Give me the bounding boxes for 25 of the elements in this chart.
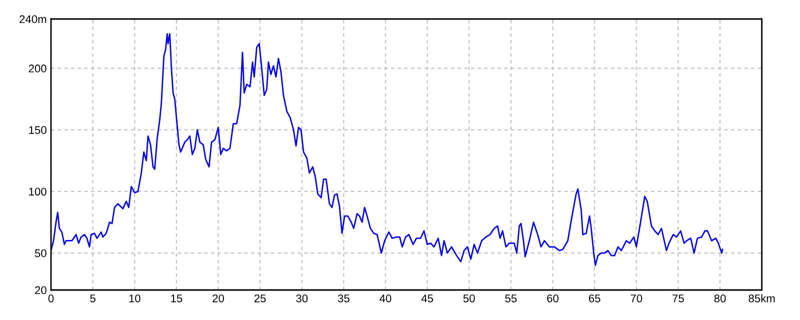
x-tick-label: 25 — [254, 294, 266, 302]
x-tick-label: 80 — [714, 294, 726, 302]
x-tick-label: 65 — [588, 294, 600, 302]
x-tick-label: 75 — [672, 294, 684, 302]
x-tick-label: 30 — [296, 294, 308, 302]
x-tick-label: 55 — [505, 294, 517, 302]
x-tick-label: 85km — [748, 294, 775, 302]
x-tick-label: 60 — [547, 294, 558, 302]
x-tick-label: 35 — [338, 294, 350, 302]
y-tick-label: 50 — [34, 249, 46, 258]
x-tick-label: 5 — [90, 294, 96, 302]
y-tick-label: 240m — [20, 15, 46, 24]
x-tick-label: 20 — [212, 294, 224, 302]
line-series — [51, 33, 724, 266]
y-tick-label: 150 — [29, 126, 46, 134]
x-tick-label: 70 — [630, 294, 642, 302]
x-tick-label: 0 — [48, 294, 54, 302]
x-tick-label: 45 — [421, 294, 434, 302]
y-tick-label: 200 — [28, 64, 46, 72]
x-tick-label: 10 — [129, 294, 140, 302]
y-tick-label: 20 — [35, 286, 46, 294]
x-tick-label: 50 — [463, 294, 475, 302]
y-tick-label: 100 — [29, 188, 46, 196]
x-tick-label: 40 — [380, 294, 392, 302]
x-tick-label: 15 — [171, 294, 182, 302]
